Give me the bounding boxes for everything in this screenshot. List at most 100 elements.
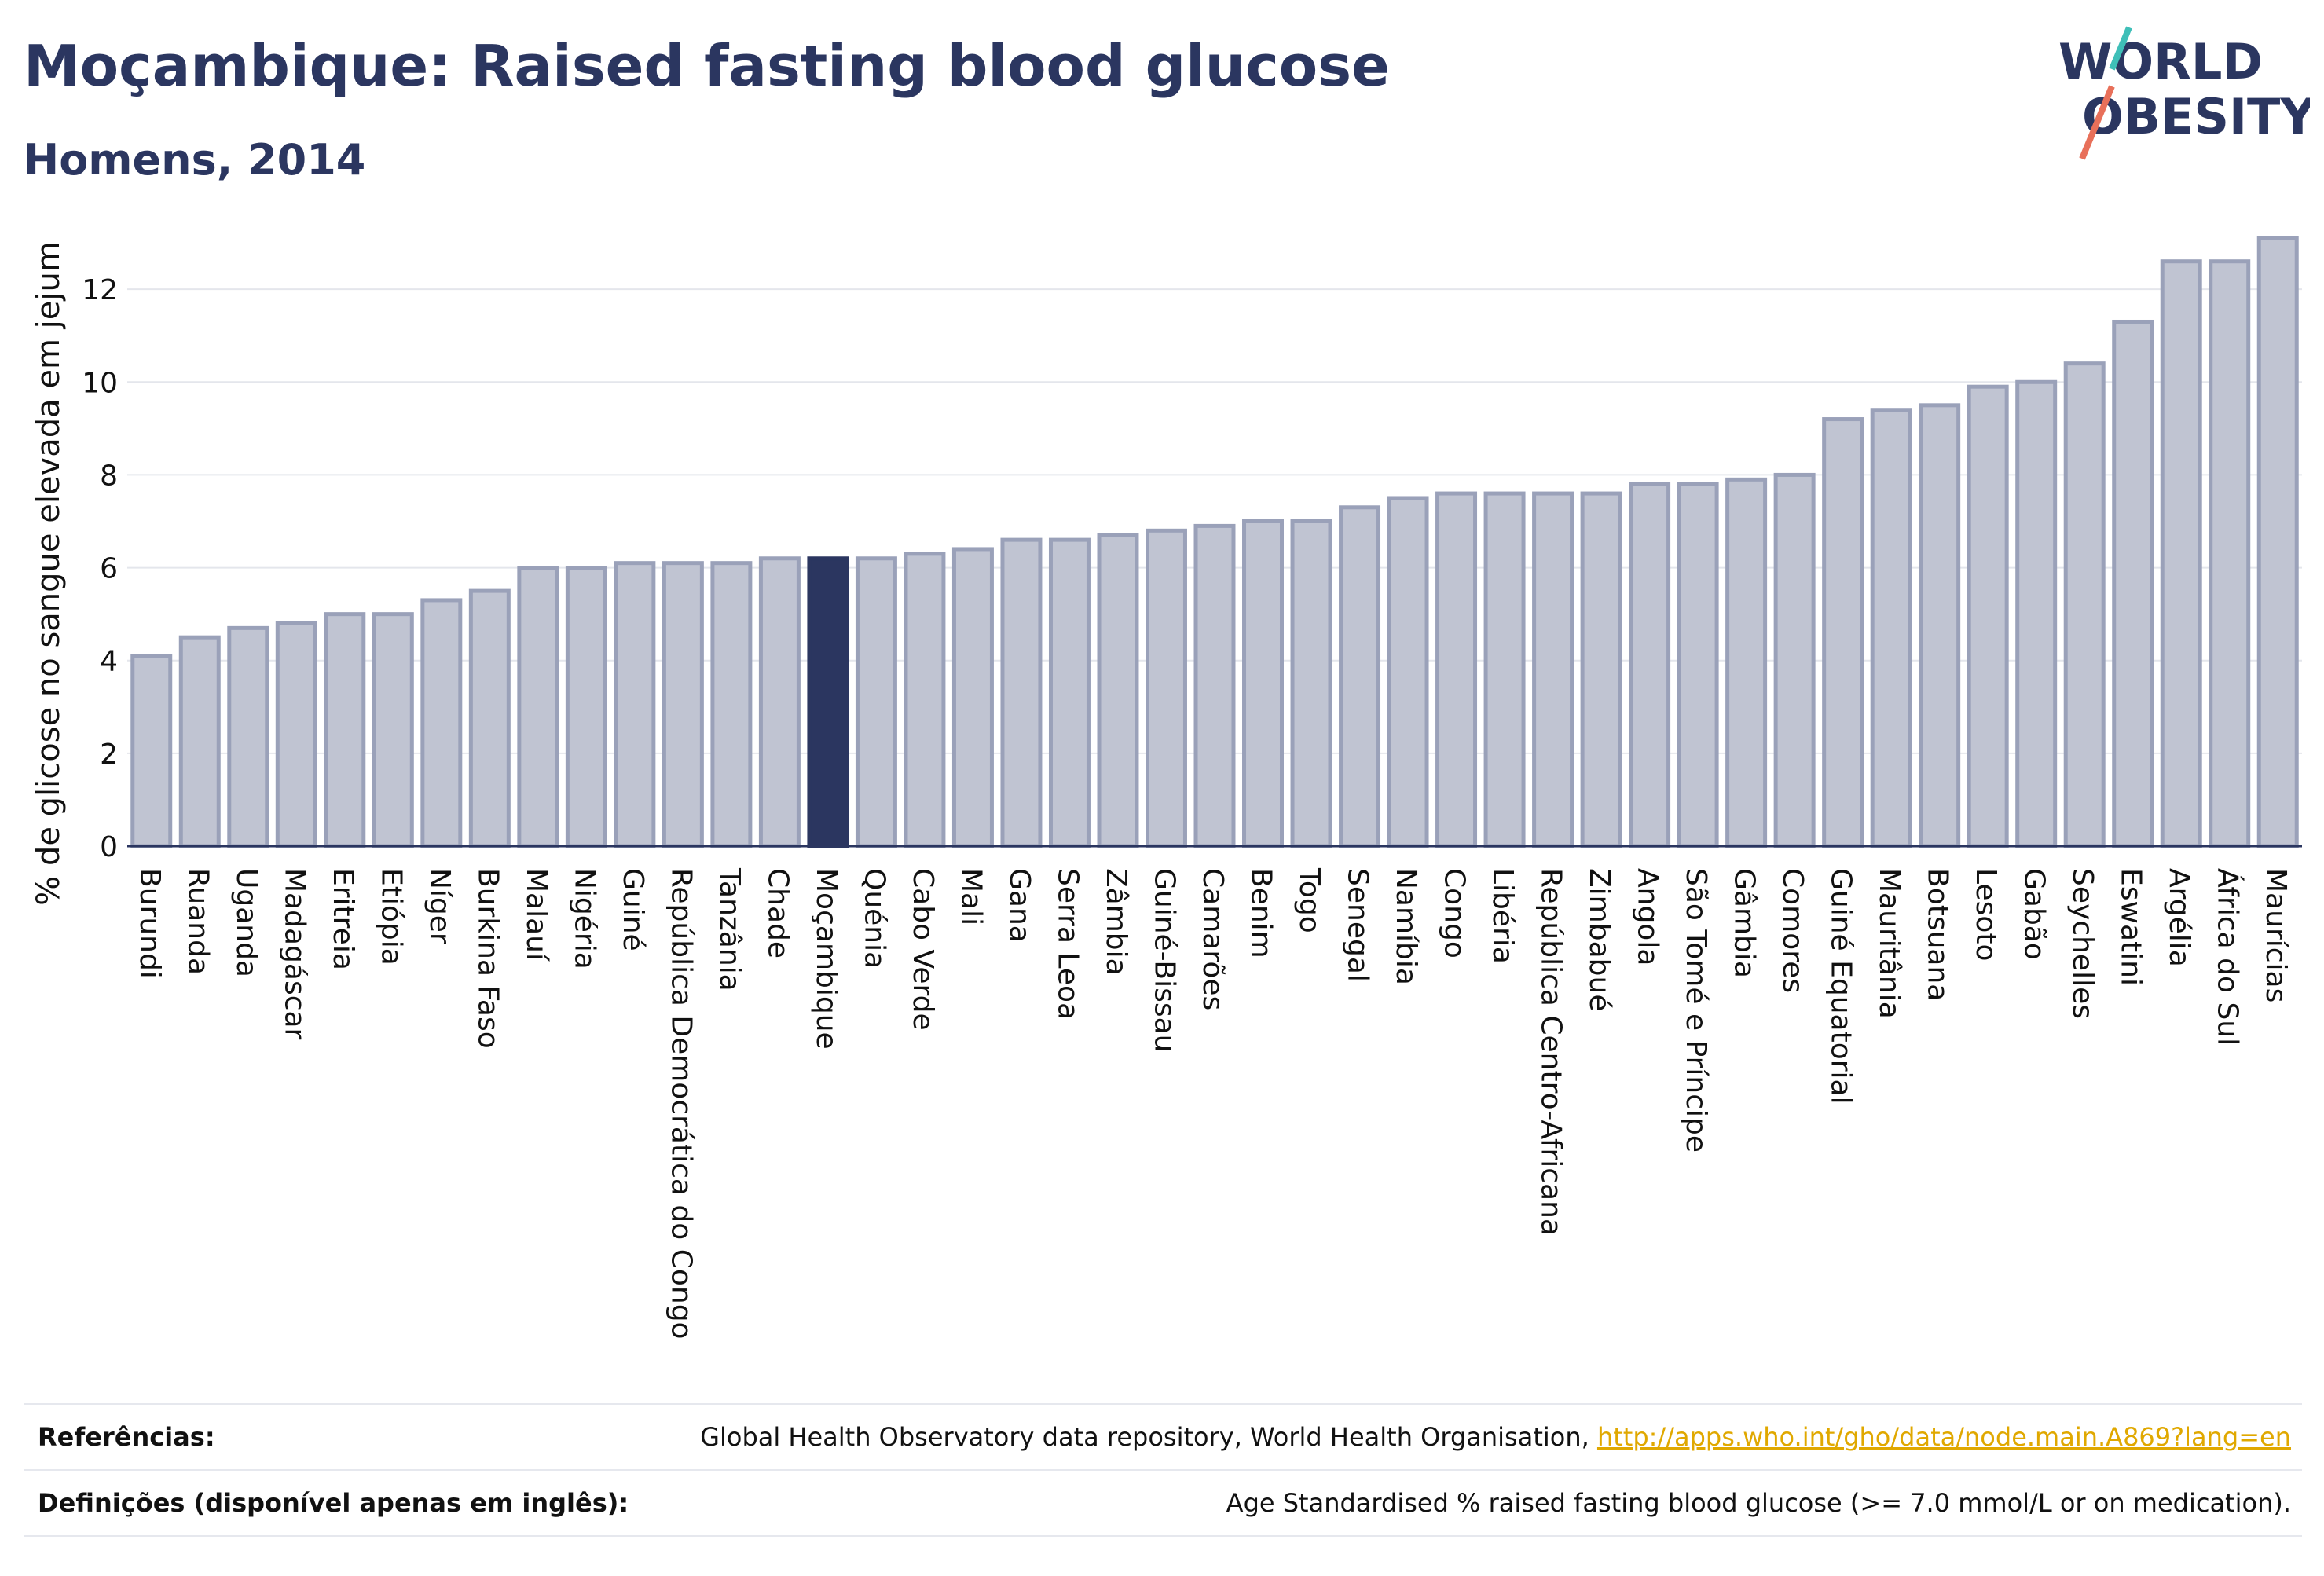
x-category-label: Lesoto: [1970, 868, 2002, 962]
bar: [2160, 259, 2202, 848]
x-category-label: Eritreia: [327, 868, 359, 970]
x-category-label: Malauí: [520, 868, 552, 962]
definitions-value: Age Standardised % raised fasting blood …: [1226, 1488, 2291, 1518]
y-tick-label: 4: [100, 646, 118, 678]
x-category-label: Guiné: [617, 868, 649, 951]
x-category-label: Gana: [1003, 868, 1036, 943]
references-value: Global Health Observatory data repositor…: [700, 1422, 2291, 1452]
x-category-label: Zimbabué: [1583, 868, 1615, 1011]
x-category-label: Guiné Equatorial: [1825, 868, 1857, 1105]
x-category-label: Guiné-Bissau: [1148, 868, 1180, 1052]
bar: [758, 556, 801, 848]
x-category-label: Gabão: [2018, 868, 2051, 960]
x-category-label: Benim: [1245, 868, 1277, 958]
chart-subtitle: Homens, 2014: [24, 135, 366, 185]
x-category-label: República Democrática do Congo: [665, 868, 697, 1340]
x-category-label: Etiópia: [375, 868, 407, 966]
bar: [2112, 319, 2154, 848]
logo-line1: WORLD: [2058, 33, 2263, 90]
x-category-label: Eswatini: [2115, 868, 2147, 986]
bar: [1629, 482, 1671, 848]
bar: [1097, 533, 1139, 848]
bar: [1000, 537, 1043, 848]
footer-divider: [24, 1535, 2302, 1537]
x-category-label: Angola: [1632, 868, 1664, 966]
x-category-label: Ruanda: [181, 868, 214, 975]
bar: [1773, 472, 1816, 848]
x-category-label: Quénia: [858, 868, 890, 969]
bar: [275, 621, 317, 848]
x-category-label: Togo: [1293, 867, 1325, 933]
x-category-label: Senegal: [1342, 868, 1374, 982]
x-category-label: Madagáscar: [278, 868, 310, 1040]
x-category-label: Burkina Faso: [471, 868, 504, 1049]
bar: [1048, 537, 1091, 848]
x-category-label: São Tomé e Príncipe: [1680, 868, 1712, 1153]
x-category-label: Comores: [1776, 868, 1809, 993]
bar: [904, 552, 946, 848]
bar-highlight: [807, 556, 849, 848]
bar: [1677, 482, 1719, 848]
references-row: Referências: Global Health Observatory d…: [24, 1403, 2302, 1469]
x-category-label: Uganda: [230, 868, 262, 977]
x-category-label: República Centro-Africana: [1535, 868, 1567, 1236]
y-tick-label: 12: [82, 274, 118, 306]
bar: [1532, 491, 1574, 848]
bar: [1919, 403, 1961, 848]
logo-line2: OBESITY: [2082, 88, 2310, 145]
bar-chart: 0 2 4 6 8 10 12 Burundi Ruanda Uganda Madagáscar E…: [31, 236, 2302, 1340]
x-category-label: África do Sul: [2212, 868, 2245, 1046]
bar: [2063, 361, 2106, 848]
y-tick-label: 10: [82, 367, 118, 399]
chart-title: Moçambique: Raised fasting blood glucose: [24, 33, 1390, 99]
y-axis-label: % de glicose no sangue elevada em jejum: [31, 241, 67, 906]
y-tick-label: 0: [100, 831, 118, 863]
bar: [565, 566, 607, 848]
x-category-label: Cabo Verde: [907, 868, 939, 1031]
x-category-label: Congo: [1439, 868, 1471, 958]
x-category-label: Serra Leoa: [1051, 868, 1083, 1020]
bar: [1339, 505, 1381, 848]
definitions-row: Definições (disponível apenas em inglês)…: [24, 1469, 2302, 1535]
bar: [1435, 491, 1478, 848]
x-category-label: Moçambique: [810, 868, 842, 1050]
bar: [130, 654, 173, 848]
references-text: Global Health Observatory data repositor…: [700, 1422, 1597, 1452]
x-category-label: Mauritânia: [1873, 868, 1905, 1019]
bar: [614, 561, 656, 848]
bar: [951, 547, 994, 848]
bar: [1387, 496, 1429, 848]
bar: [1483, 491, 1526, 848]
x-category-labels: Burundi Ruanda Uganda Madagáscar Eritreia Eti…: [134, 867, 2292, 1340]
y-tick-labels: 0 2 4 6 8 10 12: [82, 274, 118, 863]
bar: [468, 588, 511, 848]
bar: [1290, 519, 1332, 848]
bar: [662, 561, 704, 848]
bar: [2209, 259, 2251, 848]
bar: [1870, 408, 1912, 848]
bar: [420, 598, 463, 848]
bars: [130, 236, 2299, 848]
x-category-label: Libéria: [1486, 868, 1519, 964]
x-category-label: Gâmbia: [1728, 868, 1761, 978]
x-category-label: Mali: [955, 868, 987, 925]
references-label: Referências:: [38, 1422, 215, 1452]
x-category-label: Tanzânia: [713, 867, 746, 991]
world-obesity-logo: WORLD OBESITY: [2058, 26, 2310, 160]
x-category-label: Botsuana: [1922, 868, 1954, 1001]
x-category-label: Argélia: [2163, 868, 2195, 967]
bar: [324, 612, 366, 848]
bar: [710, 561, 753, 848]
logo-slash-coral: [2079, 85, 2115, 160]
bar: [178, 635, 221, 848]
bar: [1193, 523, 1236, 848]
y-tick-label: 8: [100, 460, 118, 492]
definitions-label: Definições (disponível apenas em inglês)…: [38, 1488, 629, 1518]
references-link[interactable]: http://apps.who.int/gho/data/node.main.A…: [1596, 1422, 2291, 1452]
bar: [1242, 519, 1285, 848]
x-category-label: Níger: [423, 868, 456, 944]
bar: [517, 566, 559, 848]
x-category-label: Burundi: [134, 868, 166, 979]
bar: [1145, 528, 1187, 848]
x-category-label: Seychelles: [2066, 868, 2099, 1019]
